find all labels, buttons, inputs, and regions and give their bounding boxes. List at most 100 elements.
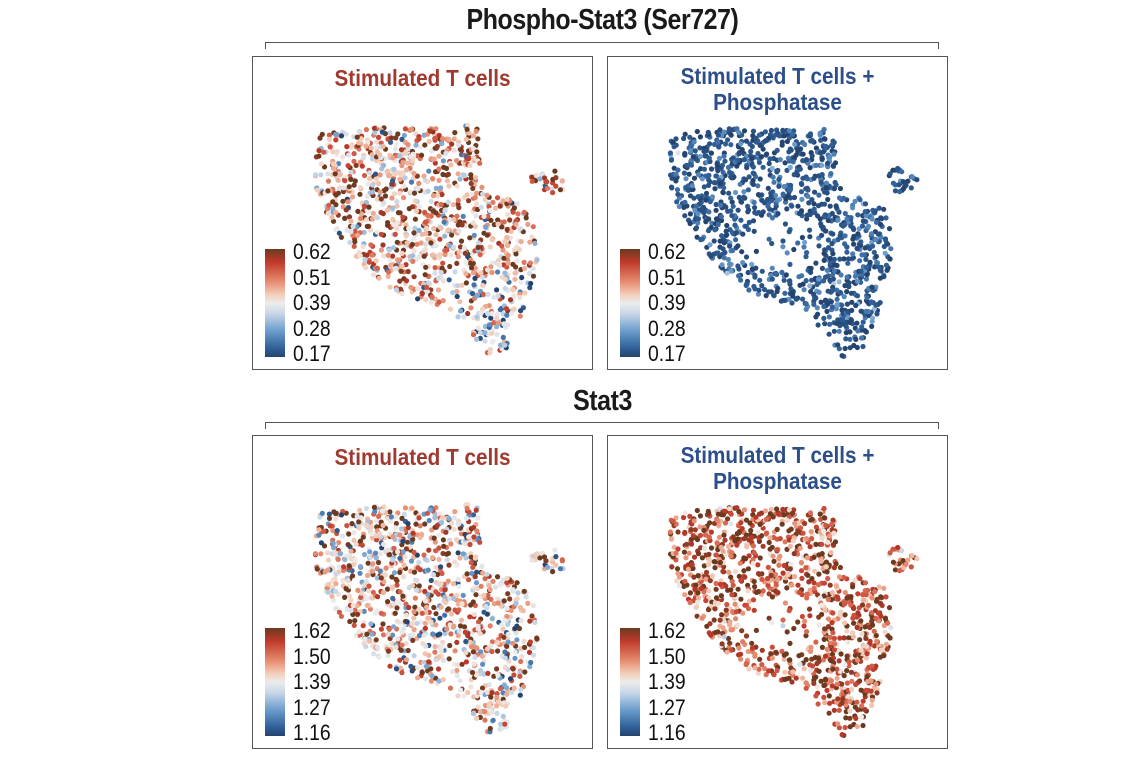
- scatter-point: [842, 612, 848, 618]
- scatter-point: [422, 651, 428, 657]
- scatter-point: [356, 519, 362, 525]
- scatter-point: [837, 233, 843, 239]
- scatter-point: [452, 648, 458, 654]
- scatter-point: [705, 508, 711, 514]
- scatter-point: [888, 625, 894, 631]
- scatter-point: [831, 565, 837, 571]
- scatter-point: [751, 171, 757, 177]
- scatter-point: [724, 601, 730, 608]
- scatter-point: [346, 593, 353, 599]
- scatter-point: [457, 244, 464, 250]
- scatter-point: [706, 209, 712, 215]
- scatter-point: [842, 233, 848, 239]
- scatter-point: [759, 197, 765, 203]
- scatter-point: [740, 231, 746, 237]
- scatter-point: [363, 506, 369, 512]
- scatter-point: [842, 345, 848, 352]
- scatter-point: [687, 513, 693, 519]
- scatter-point: [758, 533, 765, 539]
- scatter-point: [450, 581, 456, 587]
- scatter-point: [366, 259, 372, 265]
- scatter-point: [329, 214, 335, 220]
- scatter-point: [511, 685, 517, 691]
- scatter-point: [312, 172, 319, 178]
- scatter-point: [823, 180, 829, 186]
- scatter-point: [836, 328, 842, 334]
- scatter-point: [438, 269, 444, 276]
- scatter-point: [834, 296, 840, 302]
- scatter-point: [693, 582, 699, 588]
- scatter-point: [837, 635, 843, 641]
- scatter-point: [470, 649, 476, 655]
- scatter-point: [724, 649, 730, 655]
- scatter-point: [691, 175, 698, 181]
- scatter-point: [343, 586, 349, 592]
- scatter-point: [845, 256, 852, 262]
- scatter-point: [445, 578, 451, 584]
- scatter-point: [711, 559, 717, 565]
- scatter-point: [795, 619, 801, 625]
- scatter-point: [808, 644, 814, 650]
- scatter-point: [803, 685, 809, 691]
- scatter-point: [449, 141, 455, 147]
- scatter-point: [681, 549, 687, 555]
- scatter-point: [333, 131, 339, 137]
- scatter-point: [348, 597, 354, 603]
- scatter-point: [845, 639, 851, 645]
- scatter-point: [825, 196, 831, 203]
- scatter-point: [689, 562, 695, 568]
- scatter-point: [838, 651, 844, 657]
- scatter-point: [478, 649, 484, 655]
- scatter-point: [501, 598, 507, 604]
- scatter-point: [784, 138, 790, 145]
- scatter-point: [419, 291, 425, 297]
- scatter-point: [550, 569, 556, 575]
- scatter-point: [869, 702, 875, 708]
- scatter-point: [410, 253, 416, 259]
- scatter-point: [454, 213, 460, 219]
- scatter-point: [364, 602, 370, 608]
- scatter-point: [860, 698, 866, 704]
- scatter-point: [691, 518, 697, 524]
- scatter-point: [414, 587, 420, 593]
- scatter-point: [443, 150, 449, 156]
- scatter-point: [370, 210, 376, 216]
- scatter-point: [682, 592, 688, 598]
- scatter-point: [841, 294, 847, 300]
- scatter-point: [747, 141, 753, 147]
- scatter-point: [760, 209, 766, 215]
- scatter-point: [836, 725, 842, 731]
- scatter-point: [523, 594, 529, 600]
- scatter-point: [333, 227, 339, 233]
- scatter-point: [364, 193, 371, 200]
- scatter-point: [804, 555, 810, 561]
- scatter-point: [436, 532, 442, 538]
- scatter-point: [699, 236, 705, 242]
- scatter-point: [429, 673, 435, 679]
- scatter-point: [720, 189, 726, 195]
- scatter-point: [734, 542, 740, 548]
- scatter-point: [738, 277, 744, 283]
- scatter-point: [384, 207, 391, 213]
- scatter-point: [899, 169, 905, 175]
- scatter-point: [451, 526, 457, 532]
- scatter-point: [707, 242, 713, 248]
- scatter-point: [788, 286, 794, 292]
- scatter-point: [851, 241, 857, 247]
- scatter-point: [455, 693, 461, 699]
- scatter-point: [397, 665, 404, 671]
- scatter-point: [372, 130, 378, 136]
- scatter-point: [489, 639, 495, 645]
- scatter-point: [813, 314, 819, 320]
- scatter-point: [807, 165, 813, 171]
- scatter-point: [769, 655, 775, 661]
- scatter-point: [363, 522, 369, 528]
- scatter-point: [440, 298, 446, 304]
- scatter-point: [735, 622, 741, 628]
- scatter-point: [401, 183, 407, 189]
- scatter-point: [391, 570, 398, 576]
- scatter-point: [360, 244, 366, 250]
- scatter-point: [766, 615, 772, 621]
- scatter-point: [713, 201, 719, 208]
- scatter-point: [914, 177, 920, 183]
